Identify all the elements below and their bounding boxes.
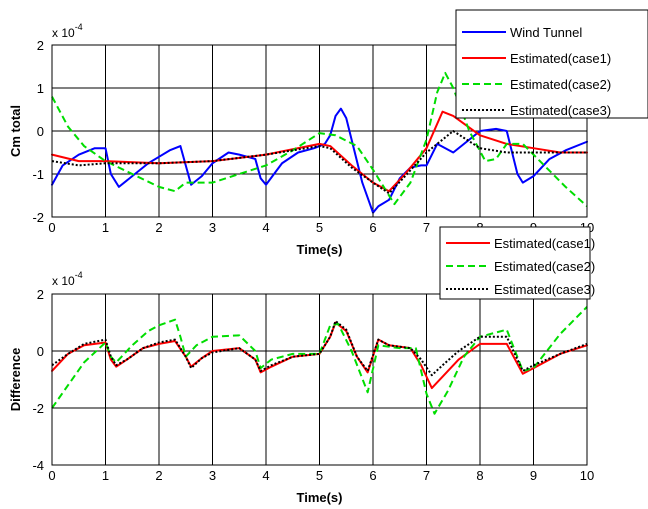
x-tick-label: 9 — [530, 468, 537, 483]
x-tick-label: 10 — [580, 468, 594, 483]
x-tick-label: 0 — [48, 468, 55, 483]
x-tick-label: 6 — [369, 468, 376, 483]
x-tick-label: 5 — [316, 220, 323, 235]
chart-panel-2: 0 1 2 3 4 5 6 7 8 9 10 -4 -2 0 2 x 10-4 Time(s) Differenc… — [8, 226, 595, 505]
x-tick-label: 5 — [316, 468, 323, 483]
x-tick-label: 4 — [262, 220, 269, 235]
legend-label: Wind Tunnel — [510, 25, 582, 40]
y-tick-label: -2 — [32, 401, 44, 416]
legend-box — [439, 226, 591, 300]
x-tick-label: 3 — [209, 220, 216, 235]
y-tick-label: 1 — [37, 81, 44, 96]
legend-label: Estimated(case2) — [494, 259, 595, 274]
y-tick-label: 2 — [37, 38, 44, 53]
x-tick-label: 1 — [102, 468, 109, 483]
legend-label: Estimated(case2) — [510, 77, 611, 92]
x-tick-label: 2 — [155, 468, 162, 483]
y-axis-label: Difference — [8, 348, 23, 412]
series-line-estimated-case2 — [51, 71, 588, 207]
x-tick-label: 8 — [476, 468, 483, 483]
y-tick-label: -4 — [32, 458, 44, 473]
x-tick-label: 4 — [262, 468, 269, 483]
x-tick-label: 7 — [423, 220, 430, 235]
legend-label: Estimated(case1) — [494, 236, 595, 251]
y-tick-label: 0 — [37, 344, 44, 359]
series-line-estimated-case3 — [51, 320, 588, 377]
y-axis-label: Cm total — [8, 105, 23, 157]
series-line-estimated-case2 — [51, 306, 588, 415]
y-tick-label: 0 — [37, 124, 44, 139]
x-axis-label: Time(s) — [297, 242, 343, 257]
legend-label: Estimated(case1) — [510, 51, 611, 66]
x-tick-label: 3 — [209, 468, 216, 483]
legend-label: Estimated(case3) — [510, 103, 611, 118]
legend-box — [455, 9, 648, 119]
y-tick-label: -2 — [32, 210, 44, 225]
legend: Wind Tunnel Estimated(case1) Estimated(cas… — [455, 9, 648, 119]
x-tick-label: 2 — [155, 220, 162, 235]
x-tick-label: 0 — [48, 220, 55, 235]
scale-factor-label: x 10-4 — [52, 22, 83, 40]
scale-factor-label: x 10-4 — [52, 270, 83, 288]
legend-label: Estimated(case3) — [494, 282, 595, 297]
x-tick-label: 6 — [369, 220, 376, 235]
y-tick-label: -1 — [32, 167, 44, 182]
x-tick-label: 7 — [423, 468, 430, 483]
y-tick-label: 2 — [37, 287, 44, 302]
x-tick-label: 1 — [102, 220, 109, 235]
x-axis-label: Time(s) — [297, 490, 343, 505]
legend: Estimated(case1) Estimated(case2) Estimate… — [439, 226, 595, 300]
